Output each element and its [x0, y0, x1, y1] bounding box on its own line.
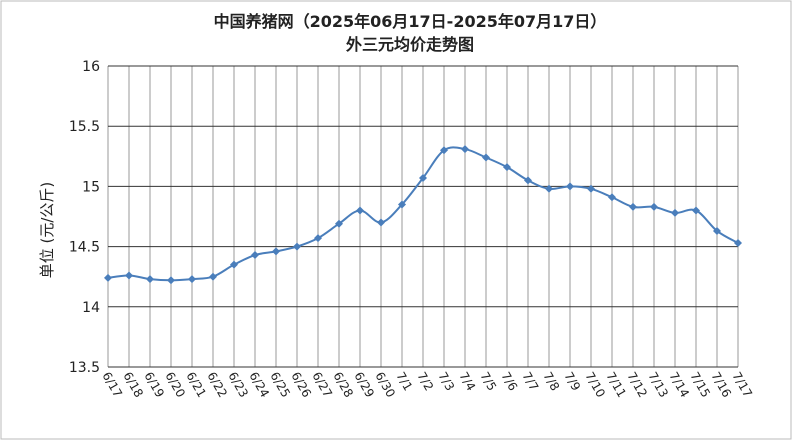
y-tick-label: 15.5	[69, 119, 100, 135]
data-point	[167, 276, 175, 285]
data-point	[104, 273, 112, 282]
data-point	[230, 260, 238, 269]
data-point	[335, 219, 343, 228]
data-point	[293, 242, 301, 251]
data-point	[461, 145, 469, 154]
data-point	[608, 193, 616, 202]
data-point	[188, 275, 196, 284]
data-point	[125, 271, 133, 280]
data-point	[209, 272, 217, 281]
data-point	[713, 226, 721, 235]
data-point	[146, 275, 154, 284]
y-tick-label: 15	[82, 179, 100, 195]
data-point	[419, 173, 427, 182]
data-point	[398, 200, 406, 209]
data-point	[566, 182, 574, 191]
data-point	[377, 218, 385, 227]
data-point	[671, 208, 679, 217]
chart-title: 中国养猪网（2025年06月17日-2025年07月17日）	[214, 12, 607, 31]
data-point	[524, 176, 532, 185]
data-point	[734, 238, 742, 247]
data-point	[503, 163, 511, 172]
y-tick-label: 14	[82, 300, 100, 316]
data-point	[587, 184, 595, 193]
y-tick-label: 16	[82, 59, 100, 75]
data-point	[272, 247, 280, 256]
data-point	[692, 206, 700, 215]
data-point	[545, 184, 553, 193]
data-point	[314, 234, 322, 243]
data-point	[440, 146, 448, 155]
data-point	[356, 206, 364, 215]
chart-subtitle: 外三元均价走势图	[345, 35, 474, 54]
y-axis-label: 单位 (元/公斤)	[38, 182, 56, 279]
data-point	[650, 202, 658, 211]
data-point	[629, 202, 637, 211]
data-point	[251, 251, 259, 260]
y-tick-label: 14.5	[69, 240, 100, 256]
y-tick-label: 13.5	[69, 360, 100, 376]
data-point	[482, 153, 490, 162]
